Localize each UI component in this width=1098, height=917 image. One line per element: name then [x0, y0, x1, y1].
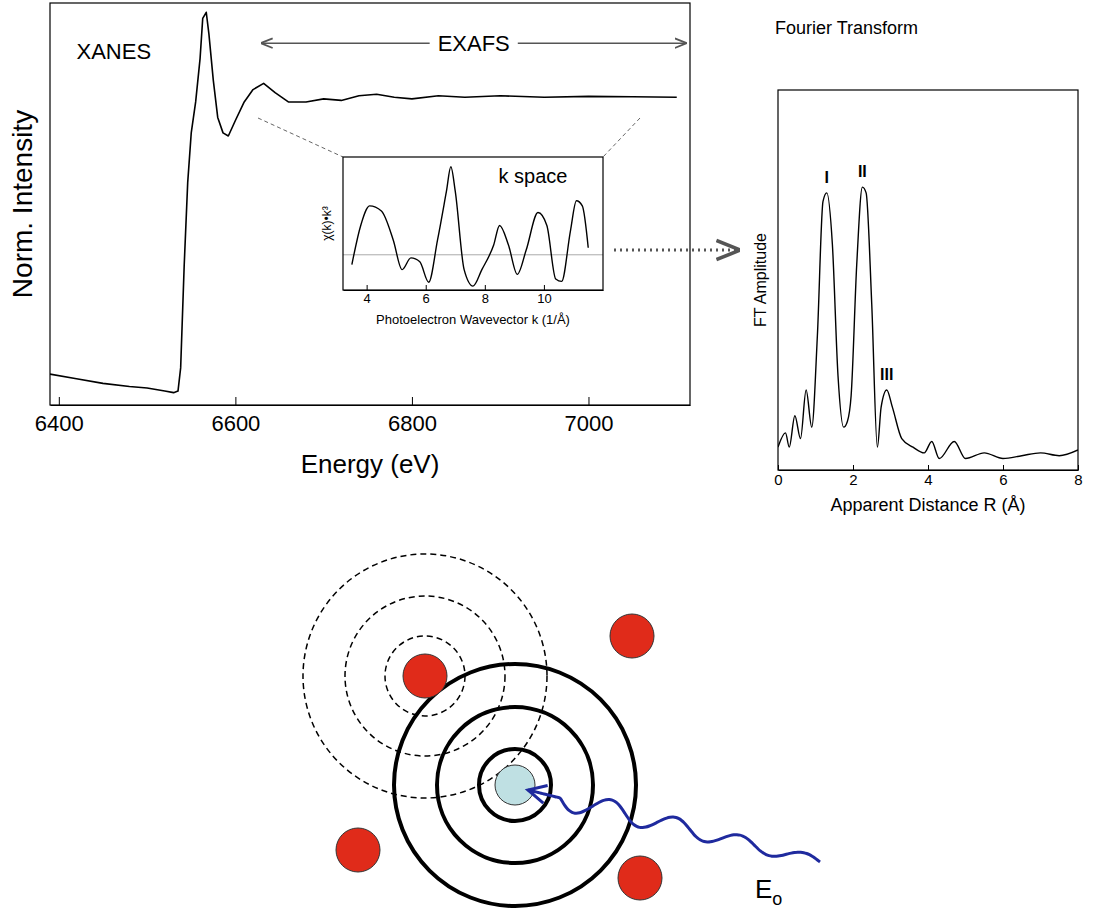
- x-tick-label: 4: [364, 291, 371, 306]
- x-tick-mark: [485, 285, 486, 290]
- peak-label: III: [880, 366, 893, 383]
- outgoing-wave: [479, 749, 551, 821]
- range-arrow: [518, 42, 686, 44]
- plot-background: [778, 90, 1078, 470]
- plot-frame: [778, 90, 1078, 470]
- x-tick: 4: [924, 465, 932, 488]
- outgoing-wave: [437, 707, 593, 863]
- range-arrow: [262, 42, 430, 44]
- x-axis-title: Energy (eV): [301, 449, 440, 479]
- inset-title: k space: [499, 165, 568, 187]
- x-tick-label: 7000: [565, 411, 614, 436]
- x-tick-mark: [928, 465, 929, 470]
- x-tick-label: 8: [1074, 471, 1082, 488]
- grid-line: [343, 254, 603, 255]
- x-tick: 10: [537, 285, 551, 306]
- y-axis-title: FT Amplitude: [752, 233, 769, 327]
- x-tick-label: 0: [774, 471, 782, 488]
- photon-energy-label: Eo: [755, 874, 782, 909]
- x-axis: 6400 6600 6800 7000: [35, 397, 691, 436]
- x-tick: 6400: [35, 397, 84, 436]
- figure: 6400 6600 6800 7000 Energy (eV) Norm. Intensi…: [0, 0, 1098, 917]
- peak-label: I: [825, 169, 829, 186]
- x-tick-mark: [235, 397, 236, 405]
- label-subscript: o: [772, 889, 782, 909]
- x-tick-mark: [1003, 465, 1004, 470]
- x-tick-mark: [412, 397, 413, 405]
- x-tick-mark: [544, 285, 545, 290]
- x-tick-label: 10: [537, 291, 551, 306]
- data-line: [50, 12, 677, 392]
- scattering-diagram: Eo: [303, 554, 820, 909]
- neighbor-atom: [403, 654, 447, 698]
- neighbor-atom: [336, 828, 380, 872]
- x-tick-mark: [853, 465, 854, 470]
- marks: [50, 12, 677, 392]
- x-tick-label: 6600: [211, 411, 260, 436]
- x-tick-label: 6800: [388, 411, 437, 436]
- annotation: XANES: [76, 39, 151, 64]
- x-axis: 0 2 4 6 8: [774, 465, 1082, 488]
- y-axis-title: Norm. Intensity: [7, 110, 38, 298]
- x-tick-mark: [367, 285, 368, 290]
- label-main: E: [755, 874, 772, 904]
- outgoing-wave: [394, 664, 636, 906]
- backscatter-wave: [345, 596, 505, 756]
- plot-background: [343, 157, 603, 290]
- x-tick-label: 2: [849, 471, 857, 488]
- plot-background: [50, 3, 690, 405]
- photon-head: [528, 786, 548, 803]
- panel-0: 6400 6600 6800 7000 Energy (eV) Norm. Intensi…: [7, 3, 691, 479]
- x-tick: 6800: [388, 397, 437, 436]
- absorber-atom: [495, 765, 535, 805]
- panel-1: 4 6 8 10 Photoelectron Wavevector k (1/Å) χ(k…: [320, 157, 604, 327]
- x-tick: 4: [364, 285, 371, 306]
- y-axis-title: χ(k)•k³: [320, 206, 334, 241]
- x-tick: 2: [849, 465, 857, 488]
- x-tick-label: 8: [482, 291, 489, 306]
- peak-label: II: [858, 163, 867, 180]
- x-tick-mark: [59, 397, 60, 405]
- x-tick-label: 6: [423, 291, 430, 306]
- x-tick: 6600: [211, 397, 260, 436]
- x-tick-label: 4: [924, 471, 932, 488]
- backscatter-wave: [303, 554, 547, 798]
- x-tick-mark: [588, 397, 589, 405]
- panel-2: 0 2 4 6 8 Apparent Distance R (Å) FT Amplitude…: [752, 18, 1083, 515]
- zoom-line: [603, 118, 640, 157]
- x-tick: 7000: [565, 397, 614, 436]
- plot-frame: [343, 157, 603, 290]
- x-tick: 8: [482, 285, 489, 306]
- plot-frame: [50, 3, 690, 405]
- x-tick-mark: [426, 285, 427, 290]
- flow-arrow: [614, 249, 738, 252]
- annotation: EXAFS: [438, 31, 510, 56]
- neighbor-atom: [610, 614, 654, 658]
- zoom-line: [258, 118, 343, 157]
- data-line: [778, 187, 1078, 458]
- x-axis-title: Apparent Distance R (Å): [830, 495, 1025, 515]
- neighbor-atom: [618, 856, 662, 900]
- x-axis-title: Photoelectron Wavevector k (1/Å): [376, 312, 570, 327]
- marks: [778, 187, 1078, 458]
- x-tick: 6: [423, 285, 430, 306]
- x-tick-label: 6400: [35, 411, 84, 436]
- panel-title: Fourier Transform: [775, 18, 918, 38]
- x-tick: 6: [999, 465, 1007, 488]
- photon: [528, 790, 820, 862]
- x-axis: 4 6 8 10: [344, 285, 604, 306]
- x-tick-label: 6: [999, 471, 1007, 488]
